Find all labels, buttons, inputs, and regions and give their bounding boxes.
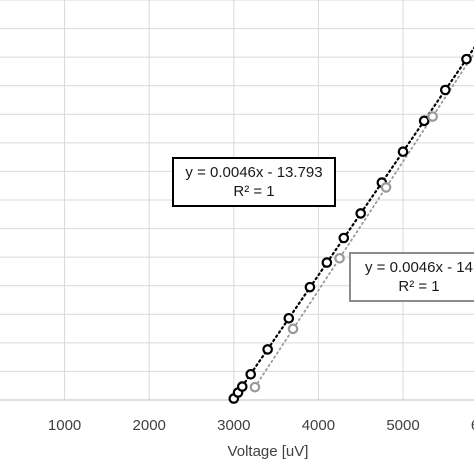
trendlines bbox=[232, 46, 474, 400]
x-tick-label: 1000 bbox=[48, 417, 81, 434]
grid-lines bbox=[0, 0, 474, 400]
data-point bbox=[440, 84, 451, 96]
data-point bbox=[461, 53, 472, 65]
data-point bbox=[287, 323, 299, 335]
data-point bbox=[321, 257, 333, 268]
x-tick-label: 5000 bbox=[386, 417, 419, 434]
data-point bbox=[418, 115, 430, 127]
x-tick-labels: 1000 2000 3000 4000 5000 6000 bbox=[48, 417, 474, 434]
data-point bbox=[249, 381, 261, 393]
x-tick-label: 4000 bbox=[302, 417, 335, 434]
data-point bbox=[355, 208, 367, 219]
data-point bbox=[283, 312, 295, 324]
data-point bbox=[262, 344, 273, 355]
trendline-label-gray: y = 0.0046x - 14 R² = 1 bbox=[349, 252, 474, 302]
trendline bbox=[254, 51, 474, 388]
trendline-equation: y = 0.0046x - 14 bbox=[365, 259, 473, 276]
data-point bbox=[236, 381, 248, 392]
x-axis-label: Voltage [uV] bbox=[228, 443, 309, 460]
data-point bbox=[380, 182, 392, 193]
data-point bbox=[334, 252, 345, 264]
data-point bbox=[397, 146, 409, 158]
data-point bbox=[304, 281, 316, 293]
trendline bbox=[232, 46, 474, 400]
x-tick-label: 2000 bbox=[133, 417, 166, 434]
data-point bbox=[427, 111, 438, 122]
trendline-equation: y = 0.0046x - 13.793 bbox=[185, 164, 323, 181]
data-point bbox=[338, 232, 350, 244]
trendline-label-black: y = 0.0046x - 13.793 R² = 1 bbox=[172, 157, 336, 207]
data-points bbox=[228, 44, 474, 404]
data-point bbox=[245, 368, 257, 380]
x-tick-label: 6000 bbox=[471, 417, 474, 434]
x-tick-label: 3000 bbox=[217, 417, 250, 434]
trendline-r-squared: R² = 1 bbox=[398, 278, 440, 295]
trendline-r-squared: R² = 1 bbox=[233, 183, 275, 200]
